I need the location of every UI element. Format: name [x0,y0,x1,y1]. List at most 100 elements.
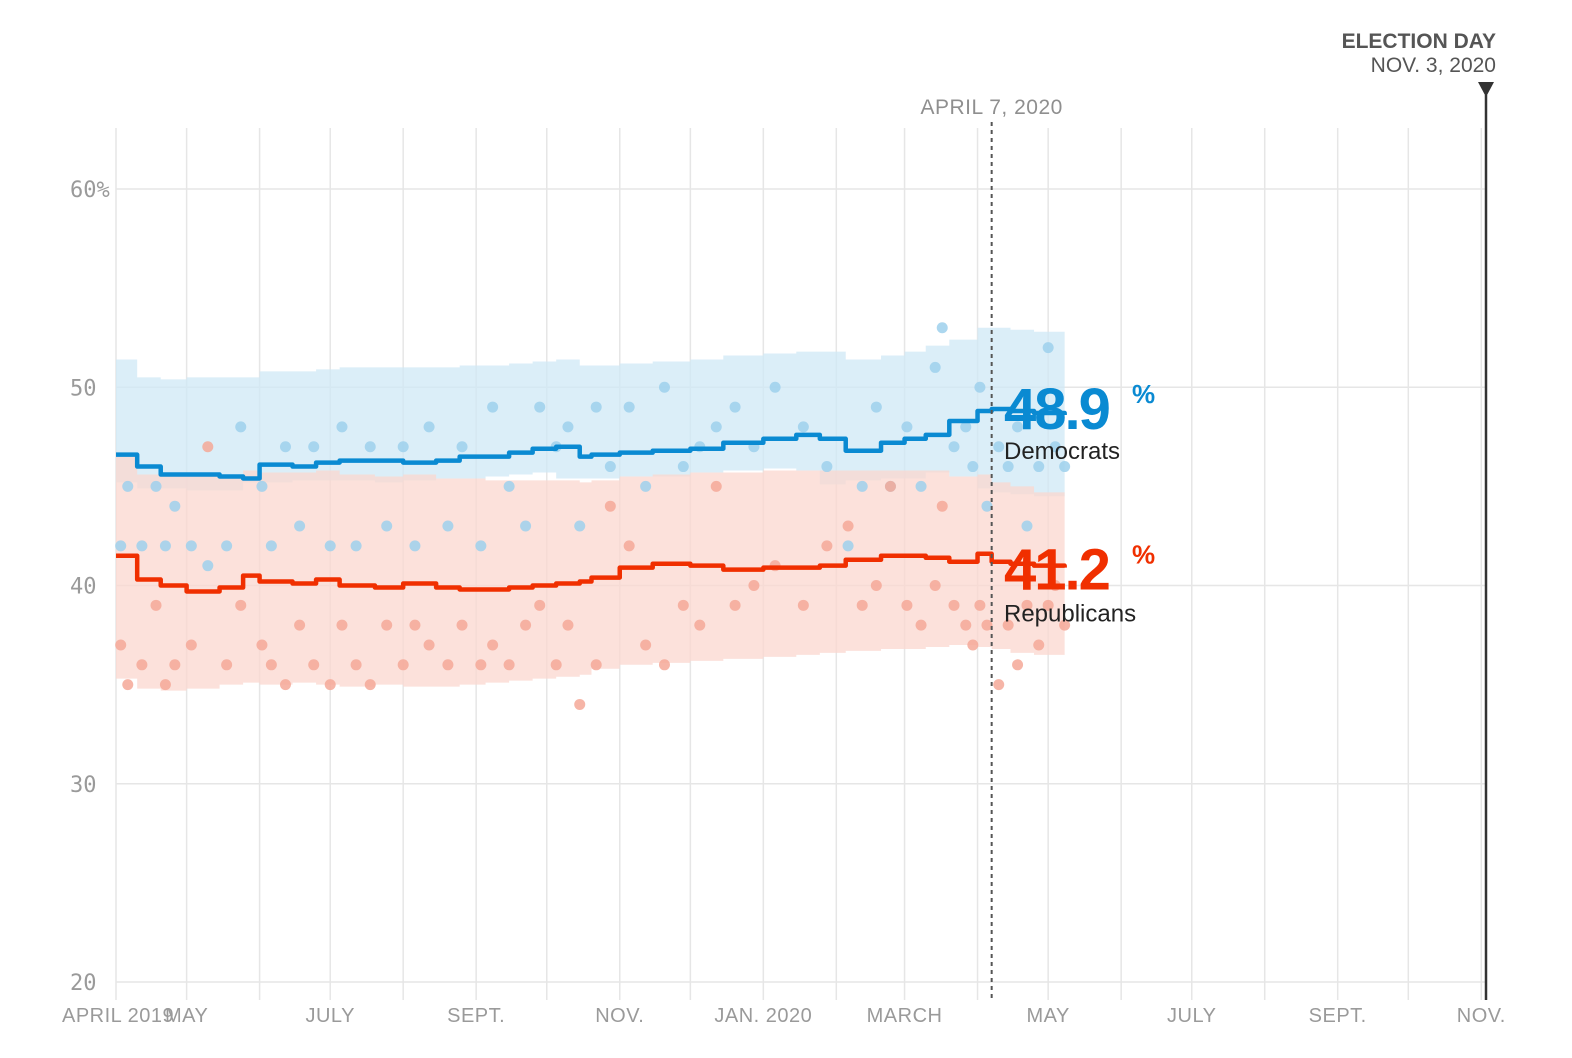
republicans-poll-dot [1033,639,1045,651]
republicans-poll-dot [202,441,214,453]
republicans-value: 41.2 [1004,538,1109,603]
republicans-poll-dot [308,659,320,671]
republicans-poll-dot [169,659,181,671]
democrats-poll-dot [1042,342,1054,354]
republicans-band [116,456,1065,691]
republicans-poll-dot [915,619,927,631]
republicans-poll-dot [150,599,162,611]
democrats-poll-dot [397,441,409,453]
democrats-poll-dot [534,401,546,413]
republicans-poll-dot [960,619,972,631]
democrats-poll-dot [520,520,532,532]
republicans-poll-dot [235,599,247,611]
republicans-poll-dot [397,659,409,671]
democrats-poll-dot [381,520,393,532]
democrats-poll-dot [960,421,972,433]
republicans-poll-dot [856,599,868,611]
republicans-poll-dot [604,500,616,512]
x-tick-label: JULY [1167,1005,1216,1027]
democrats-poll-dot [1002,461,1014,473]
republicans-poll-dot [929,580,941,591]
date-markers: APRIL 7, 2020 ELECTION DAY NOV. 3, 2020 [921,30,1496,1000]
republicans-poll-dot [1012,659,1024,671]
republicans-poll-dot [821,540,833,552]
republicans-poll-dot [381,619,393,631]
democrats-poll-dot [475,540,487,552]
democrats-poll-dot [948,441,960,453]
republicans-poll-dot [870,580,882,591]
democrats-poll-dot [562,421,574,433]
republicans-poll-dot [256,639,268,651]
democrats-poll-dot [604,461,616,473]
republicans-poll-dot [336,619,348,631]
republicans-poll-dot [842,520,854,532]
democrats-value: 48.9 [1004,377,1110,442]
republicans-poll-dot [658,659,670,671]
republicans-poll-dot [442,659,454,671]
democrats-poll-dot [324,540,336,552]
republicans-poll-dot [159,679,171,691]
democrats-poll-dot [729,401,741,413]
democrats-poll-dot [574,520,586,532]
republicans-poll-dot [993,679,1005,691]
x-tick-label: SEPT. [447,1005,505,1027]
democrats-poll-dot [456,441,468,453]
democrats-poll-dot [981,500,993,512]
republicans-poll-dot [797,599,809,611]
democrats-poll-dot [974,381,986,393]
republicans-poll-dot [1049,580,1061,591]
today-marker-label: APRIL 7, 2020 [921,96,1063,119]
democrats-poll-dot [915,480,927,492]
y-tick-label: 20 [70,971,97,996]
democrats-poll-dot [1012,421,1024,433]
democrats-poll-dot [185,540,197,552]
democrats-poll-dot [169,500,181,512]
democrats-poll-dot [409,540,421,552]
x-tick-label: MARCH [867,1005,943,1027]
republicans-poll-dot [574,698,586,710]
democrats-poll-dot [279,441,291,453]
election-day-date: NOV. 3, 2020 [1371,54,1496,77]
democrats-poll-dot [677,461,689,473]
republicans-poll-dot [936,500,948,512]
republicans-poll-dot [520,619,532,631]
democrats-poll-dot [294,520,306,532]
democrats-poll-dot [967,461,979,473]
x-tick-label: MAY [165,1005,208,1027]
republicans-poll-dot [265,659,277,671]
democrats-poll-dot [503,480,515,492]
democrats-poll-dot [423,421,435,433]
x-tick-label: JAN. 2020 [714,1005,812,1027]
democrats-poll-dot [821,461,833,473]
republicans-poll-dot [115,639,127,651]
republicans-poll-dot [623,540,635,552]
democrats-poll-dot [487,401,499,413]
y-tick-label: 30 [70,773,97,798]
republicans-poll-dot [981,619,993,631]
democrats-poll-dot [901,421,913,433]
democrats-poll-dot [122,480,134,492]
democrats-poll-dot [797,421,809,433]
republicans-poll-dot [1059,619,1071,631]
democrats-poll-dot [308,441,320,453]
democrats-band [116,327,1065,497]
republicans-poll-dot [534,599,546,611]
republicans-poll-dot [974,599,986,611]
democrats-poll-dot [936,322,948,334]
republicans-label: Republicans [1004,601,1136,628]
democrats-poll-dot [235,421,247,433]
republicans-poll-dot [475,659,487,671]
republicans-average-line [116,551,1067,594]
democrats-poll-dot [590,401,602,413]
republicans-poll-dot [185,639,197,651]
democrats-poll-dot [929,361,941,373]
x-tick-label: JULY [305,1005,354,1027]
republicans-poll-dot [136,659,148,671]
x-tick-label: APRIL 2019 [62,1005,174,1027]
democrats-poll-dot [336,421,348,433]
republicans-poll-dot [503,659,515,671]
democrats-poll-dot [1021,520,1033,532]
republicans-poll-dot [221,659,233,671]
democrats-poll-dot [842,540,854,552]
